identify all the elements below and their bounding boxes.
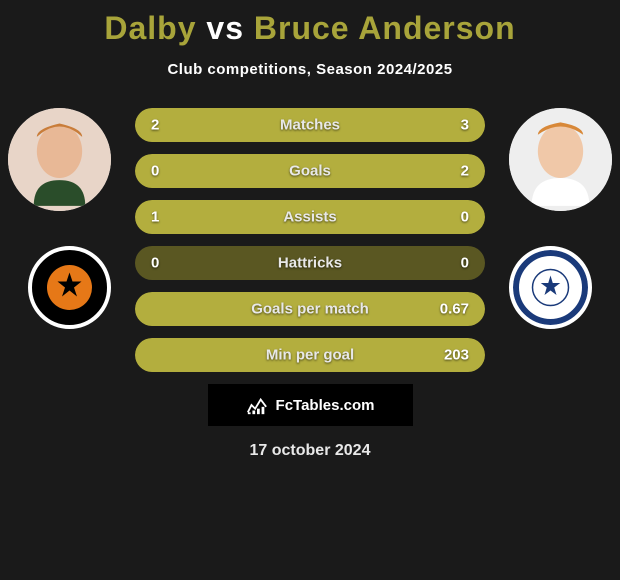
stat-row-goals-per-match: Goals per match 0.67: [135, 292, 485, 326]
branding-badge: FcTables.com: [208, 384, 413, 426]
stat-right-value: 0: [461, 255, 469, 272]
stat-row-matches: 2 Matches 3: [135, 108, 485, 142]
stats-icon: [246, 394, 268, 416]
stat-row-assists: 1 Assists 0: [135, 200, 485, 234]
player2-name: Bruce Anderson: [254, 10, 516, 46]
stat-label: Matches: [280, 117, 340, 134]
stat-left-value: 0: [151, 163, 159, 180]
avatar-placeholder-icon: [509, 108, 612, 211]
date-label: 17 october 2024: [0, 442, 620, 460]
club-badge-icon: [513, 250, 588, 325]
stat-right-value: 0: [461, 209, 469, 226]
page-title: Dalby vs Bruce Anderson: [0, 0, 620, 47]
subtitle: Club competitions, Season 2024/2025: [0, 61, 620, 78]
stat-label: Goals: [289, 163, 331, 180]
stat-bars: 2 Matches 3 0 Goals 2 1 Assists 0 0 Hatt…: [135, 108, 485, 372]
player1-avatar: [8, 108, 111, 211]
player2-avatar: [509, 108, 612, 211]
club-badge-icon: [32, 250, 107, 325]
stat-right-value: 3: [461, 117, 469, 134]
stat-right-value: 0.67: [440, 301, 469, 318]
stat-row-min-per-goal: Min per goal 203: [135, 338, 485, 372]
comparison-content: 2 Matches 3 0 Goals 2 1 Assists 0 0 Hatt…: [0, 108, 620, 460]
stat-label: Hattricks: [278, 255, 342, 272]
avatar-placeholder-icon: [8, 108, 111, 211]
stat-left-value: 2: [151, 117, 159, 134]
stat-row-hattricks: 0 Hattricks 0: [135, 246, 485, 280]
stat-label: Goals per match: [251, 301, 369, 318]
vs-label: vs: [206, 10, 244, 46]
stat-right-value: 2: [461, 163, 469, 180]
player2-club-badge: [509, 246, 592, 329]
stat-row-goals: 0 Goals 2: [135, 154, 485, 188]
stat-right-value: 203: [444, 347, 469, 364]
player1-name: Dalby: [104, 10, 196, 46]
branding-text: FcTables.com: [276, 397, 375, 414]
stat-left-value: 0: [151, 255, 159, 272]
stat-label: Min per goal: [266, 347, 354, 364]
stat-label: Assists: [283, 209, 336, 226]
player1-club-badge: [28, 246, 111, 329]
stat-left-value: 1: [151, 209, 159, 226]
